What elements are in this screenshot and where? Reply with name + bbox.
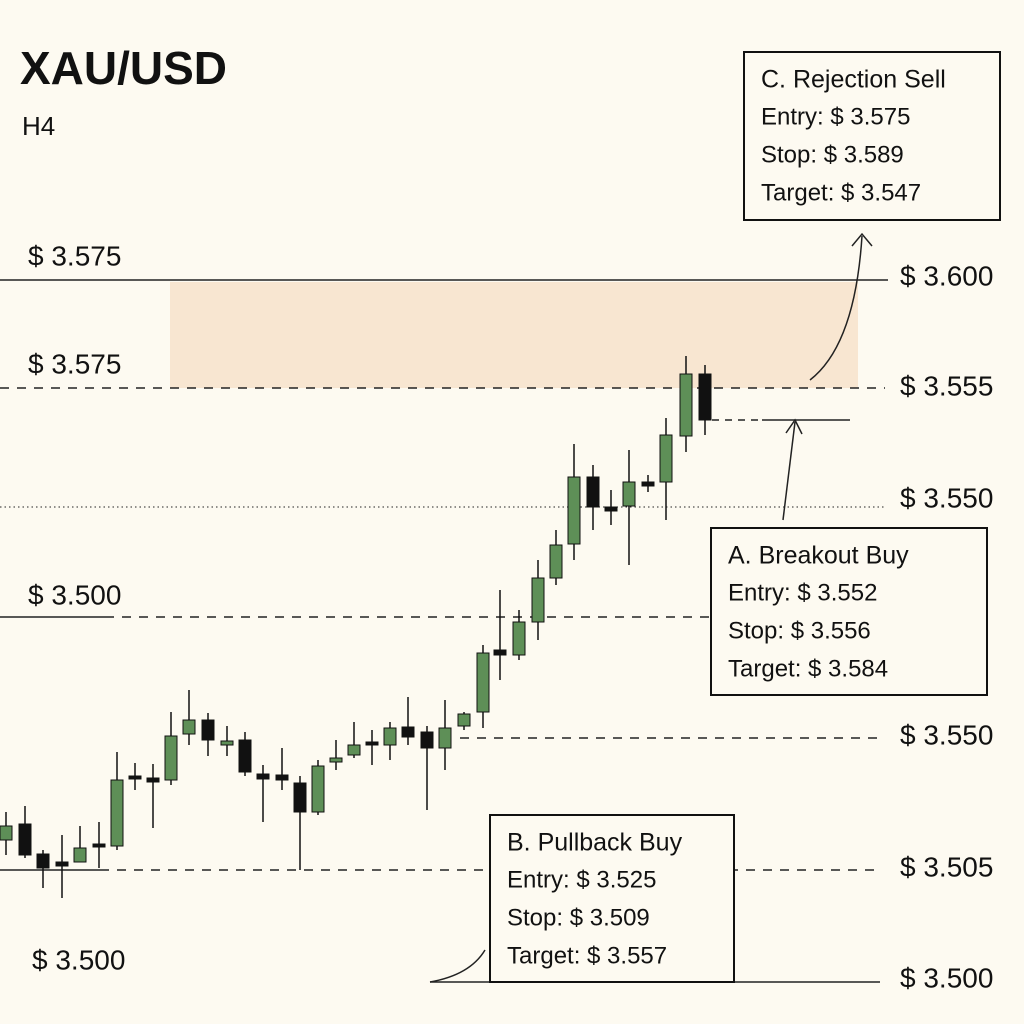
candle-body — [493, 649, 507, 656]
candle-body — [329, 757, 343, 763]
candle-body — [531, 577, 545, 623]
candle-body — [146, 777, 160, 783]
candle-body — [567, 476, 581, 545]
candle-body — [641, 481, 655, 487]
candle-body — [438, 727, 452, 749]
price-label: $ 3.505 — [900, 851, 993, 882]
trade-line: Stop: $ 3.556 — [728, 617, 871, 644]
trade-line: Entry: $ 3.552 — [728, 579, 877, 606]
candle-body — [0, 825, 13, 841]
candle-body — [201, 719, 215, 741]
candle-body — [347, 744, 361, 756]
candle-body — [383, 727, 397, 746]
candle-body — [549, 544, 563, 579]
trade-line: Stop: $ 3.589 — [761, 141, 904, 168]
arrowhead — [851, 232, 873, 247]
candle-body — [293, 782, 307, 813]
price-label: $ 3.500 — [28, 579, 121, 610]
title: XAU/USD — [20, 42, 227, 94]
candle-body — [275, 774, 289, 781]
price-label: $ 3.500 — [900, 962, 993, 993]
candle-body — [18, 823, 32, 856]
price-label: $ 3.575 — [28, 348, 121, 379]
arrow — [809, 235, 863, 381]
trade-line: Target: $ 3.547 — [761, 179, 921, 206]
arrow — [429, 949, 486, 983]
price-label: $ 3.550 — [900, 719, 993, 750]
trade-heading: C. Rejection Sell — [761, 66, 946, 94]
candle-body — [586, 476, 600, 508]
timeframe: H4 — [22, 111, 55, 141]
candle-body — [55, 861, 69, 867]
arrow — [782, 421, 796, 521]
resistance-zone — [170, 282, 858, 388]
candle-body — [679, 373, 693, 437]
candle-body — [36, 853, 50, 869]
trade-line: Entry: $ 3.575 — [761, 103, 910, 130]
candle-body — [110, 779, 124, 847]
trade-heading: A. Breakout Buy — [728, 542, 909, 570]
price-label: $ 3.600 — [900, 260, 993, 291]
trade-heading: B. Pullback Buy — [507, 829, 683, 857]
trade-box — [743, 51, 1001, 221]
trade-box — [489, 814, 735, 983]
candle-body — [659, 434, 673, 483]
candle-body — [311, 765, 325, 813]
candles — [0, 356, 712, 898]
candle-body — [622, 481, 636, 507]
candle-body — [698, 373, 712, 421]
candle-body — [604, 506, 618, 512]
candle-body — [220, 740, 234, 746]
price-label: $ 3.550 — [900, 482, 993, 513]
candle-body — [182, 719, 196, 735]
candle-body — [476, 652, 490, 713]
candle-body — [401, 726, 415, 738]
candle-body — [420, 731, 434, 749]
trade-line: Target: $ 3.557 — [507, 942, 667, 969]
candle-body — [457, 713, 471, 727]
candle-body — [164, 735, 178, 781]
arrowhead — [785, 418, 803, 435]
candle-body — [365, 741, 379, 746]
price-label: $ 3.555 — [900, 370, 993, 401]
trade-line: Stop: $ 3.509 — [507, 904, 650, 931]
candle-body — [512, 621, 526, 656]
trade-line: Entry: $ 3.525 — [507, 866, 656, 893]
candle-body — [128, 775, 142, 780]
candle-body — [92, 843, 106, 848]
price-label: $ 3.575 — [28, 240, 121, 271]
candle-body — [256, 773, 270, 780]
candle-body — [238, 739, 252, 773]
trade-line: Target: $ 3.584 — [728, 655, 888, 682]
trade-box — [710, 527, 988, 696]
candle-body — [73, 847, 87, 863]
price-label: $ 3.500 — [32, 944, 125, 975]
